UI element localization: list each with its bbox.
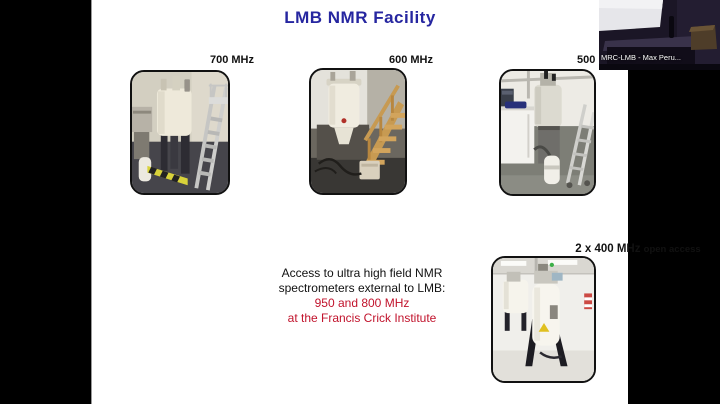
label-open-access-sub: open access	[643, 244, 701, 255]
external-access-line2: spectrometers external to LMB:	[278, 281, 446, 295]
external-access-line1: Access to ultra high field NMR	[281, 266, 443, 280]
nmr-600-scene	[311, 70, 405, 193]
nmr-500-scene	[501, 71, 594, 194]
video-title-caption: MRC-LMB - Max Peru...	[601, 53, 682, 62]
external-access-line3: 950 and 800 MHz	[314, 296, 410, 310]
external-access-text: Access to ultra high field NMR spectrome…	[242, 266, 482, 326]
photo-500mhz-spectrometer	[499, 69, 596, 196]
photo-600mhz-spectrometer	[309, 68, 407, 195]
label-700mhz: 700 MHz	[209, 54, 255, 66]
presentation-slide: LMB NMR Facility 700 MHz 600 MHz 500 MHz	[91, 0, 701, 404]
slide-title: LMB NMR Facility	[284, 8, 436, 27]
nmr-700-scene	[132, 72, 228, 193]
label-600mhz: 600 MHz	[388, 54, 434, 66]
lecture-room-scene	[599, 0, 720, 70]
pip-video-thumbnail[interactable]: MRC-LMB - Max Peru...	[599, 0, 720, 70]
photo-700mhz-spectrometer	[130, 70, 230, 195]
photo-400mhz-open-access	[491, 256, 596, 383]
label-open-access: 2 x 400 MHz open access	[547, 243, 720, 255]
label-open-access-main: 2 x 400 MHz	[575, 243, 641, 255]
external-access-line4: at the Francis Crick Institute	[287, 311, 437, 325]
nmr-400-scene	[493, 258, 594, 381]
